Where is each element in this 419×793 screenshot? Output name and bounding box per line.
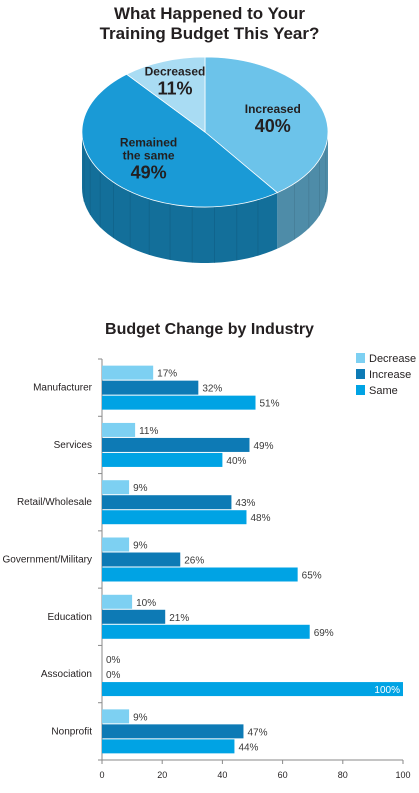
pie-side-1-0 — [82, 132, 278, 263]
pie-slice-value: 49% — [131, 163, 167, 183]
category-label: Association — [41, 669, 92, 680]
x-tick-label: 20 — [157, 770, 167, 780]
data-label: 44% — [238, 742, 258, 753]
bar-same-government-military — [102, 567, 298, 582]
category-label: Government/Military — [3, 555, 92, 566]
pie-title-line-2: Training Budget This Year? — [99, 24, 320, 43]
pie-side-walls — [82, 132, 328, 263]
x-tick-label: 80 — [338, 770, 348, 780]
x-tick-label: 40 — [217, 770, 227, 780]
pie-side-0-0 — [277, 132, 328, 249]
x-tick-label: 0 — [99, 770, 104, 780]
bar-increase-education — [102, 609, 166, 624]
category-label: Nonprofit — [51, 726, 92, 737]
pie-slice-value: 11% — [157, 79, 192, 99]
bar-same-retail-wholesale — [102, 510, 247, 525]
data-label: 100% — [374, 685, 400, 696]
bars: 17% 32% 51% 11% 49% 40% 9% 43% 48% 9% 26% 65% 10% 21%… — [102, 365, 403, 754]
pie-slice-increased — [204, 56, 329, 194]
pie-slice-label: Decreased — [145, 65, 206, 79]
legend-label: Same — [369, 385, 398, 397]
x-tick-label: 100 — [395, 770, 410, 780]
legend-swatch — [356, 353, 365, 363]
x-tick-label: 60 — [278, 770, 288, 780]
data-label: 0% — [106, 670, 121, 681]
pie-slice-label: Increased — [245, 102, 301, 116]
data-label: 0% — [106, 655, 121, 666]
legend-swatch — [356, 385, 365, 395]
data-label: 40% — [226, 456, 246, 467]
legend-label: Increase — [369, 369, 411, 381]
data-label: 9% — [133, 712, 148, 723]
bar-chart-title: Budget Change by Industry — [105, 321, 314, 338]
pie-chart-title: What Happened to Your Training Budget Th… — [0, 4, 419, 44]
pie-slice-label: Remained — [120, 136, 177, 150]
pie-title-line-1: What Happened to Your — [113, 4, 306, 23]
bar-decrease-manufacturer — [102, 365, 154, 380]
bar-increase-manufacturer — [102, 380, 199, 395]
data-label: 10% — [136, 598, 156, 609]
data-label: 51% — [260, 399, 280, 410]
bar-decrease-nonprofit — [102, 709, 130, 724]
data-label: 48% — [250, 513, 270, 524]
data-label: 21% — [169, 613, 189, 624]
data-label: 26% — [184, 556, 204, 567]
bar-decrease-government-military — [102, 537, 130, 552]
category-label: Services — [54, 440, 92, 451]
bar-increase-services — [102, 437, 250, 452]
bar-increase-nonprofit — [102, 724, 244, 739]
data-label: 65% — [302, 571, 322, 582]
legend: Decrease Increase Same — [356, 353, 416, 397]
bar-increase-retail-wholesale — [102, 495, 232, 510]
bar-same-education — [102, 624, 310, 639]
bar-decrease-services — [102, 422, 136, 437]
legend-label: Decrease — [369, 353, 416, 365]
bar-same-manufacturer — [102, 395, 256, 410]
pie-slice-decreased — [125, 56, 206, 133]
pie-slice-label: the same — [123, 149, 175, 163]
bar-same-services — [102, 452, 223, 467]
data-label: 69% — [314, 628, 334, 639]
data-label: 11% — [139, 426, 158, 437]
category-label: Education — [48, 612, 92, 623]
x-axis-ticks: 0 20 40 60 80 100 — [99, 760, 411, 780]
bar-same-association — [102, 682, 403, 697]
data-label: 32% — [202, 384, 222, 395]
data-label: 17% — [157, 369, 177, 380]
data-label: 49% — [253, 441, 273, 452]
pie-slice-value: 40% — [255, 116, 291, 136]
bar-increase-government-military — [102, 552, 181, 567]
data-label: 9% — [133, 483, 148, 494]
data-label: 43% — [235, 498, 255, 509]
data-label: 9% — [133, 541, 148, 552]
pie-slice-remained-the-same — [81, 73, 279, 208]
category-label: Manufacturer — [33, 383, 93, 394]
data-label: 47% — [247, 727, 267, 738]
legend-swatch — [356, 369, 365, 379]
category-label: Retail/Wholesale — [17, 497, 92, 508]
bar-same-nonprofit — [102, 739, 235, 754]
bar-decrease-retail-wholesale — [102, 480, 130, 495]
bar-decrease-education — [102, 594, 133, 609]
pie-slices — [81, 56, 329, 208]
